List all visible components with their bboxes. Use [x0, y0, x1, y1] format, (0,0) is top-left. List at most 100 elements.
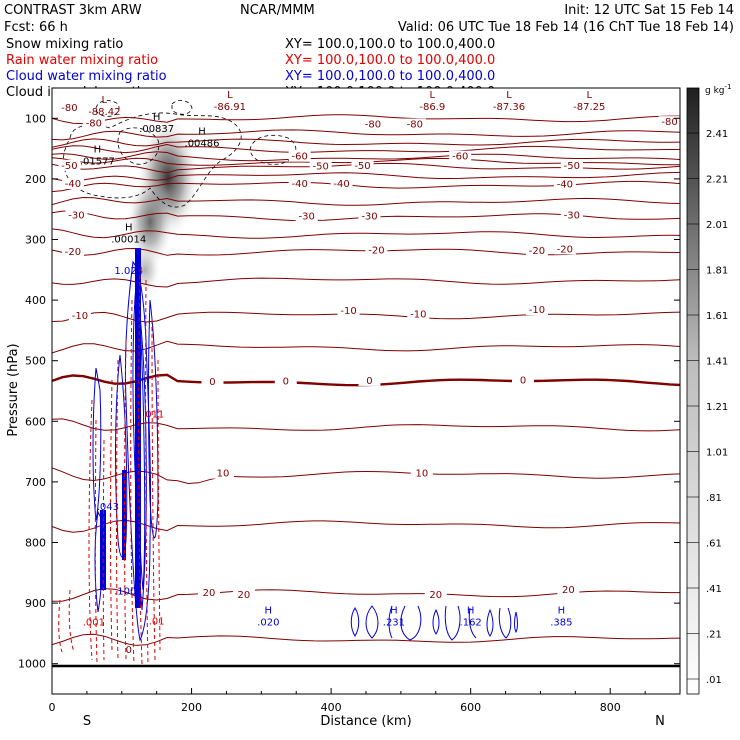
temp-label-bg — [512, 374, 534, 386]
rain-west — [88, 399, 105, 663]
temp-label-bg — [198, 587, 220, 599]
temp-label: 10 — [415, 469, 428, 480]
temp-label-bg — [424, 588, 447, 600]
temp-label-bg — [61, 245, 84, 257]
temp-contour--45 — [52, 171, 680, 182]
header: CONTRAST 3km ARW NCAR/MMM Init: 12 UTC S… — [4, 3, 734, 35]
legend-field-1: Rain water mixing ratio — [6, 53, 158, 68]
temp-label: -80 — [365, 120, 381, 131]
temp-label: 20 — [203, 588, 216, 599]
temp-label: -30 — [564, 210, 580, 221]
cloud-water-east — [148, 299, 159, 539]
rain-core — [130, 267, 161, 665]
temp-label: -80 — [407, 120, 423, 131]
temp-label: -80 — [86, 118, 102, 129]
temp-contour--80 — [52, 114, 680, 125]
extremum-marker: L — [586, 90, 592, 101]
cloud-water-far-west-a — [92, 367, 102, 521]
temp-label-bg — [211, 467, 234, 479]
valid-time: Valid: 06 UTC Tue 18 Feb 14 (16 ChT Tue … — [398, 20, 734, 35]
y-tick-label-400: 400 — [25, 294, 46, 307]
temp-label-bg — [61, 177, 84, 189]
temp-label: -20 — [368, 246, 384, 257]
colorbar-label: 2.21 — [706, 175, 728, 186]
extremum-value: -86.9 — [419, 102, 445, 113]
temp-label-bg — [361, 118, 384, 130]
colorbar-label: 1.21 — [706, 402, 728, 413]
temp-label-bg — [658, 116, 680, 128]
extremum-marker: H — [467, 605, 475, 616]
y-tick-label-600: 600 — [25, 415, 46, 428]
contour-label: .100 — [114, 587, 136, 598]
temp-label: -10 — [340, 306, 356, 317]
contour-label: .043 — [97, 502, 119, 513]
colorbar-label: 1.61 — [706, 311, 728, 322]
legend-xy-1: XY= 100.0,100.0 to 100.0,400.0 — [285, 53, 495, 68]
temp-label: 20 — [429, 590, 442, 601]
x-axis: 0 200 400 600 800 — [49, 688, 646, 714]
colorbar-label: .21 — [706, 630, 722, 641]
contour-label: 0 — [126, 645, 132, 656]
temp-label: -50 — [312, 161, 328, 172]
y-tick-label-900: 900 — [25, 597, 46, 610]
ice-contour-box — [171, 100, 193, 115]
extremum-marker: H — [265, 605, 273, 616]
y-axis-label: Pressure (hPa) — [6, 343, 21, 436]
extremum-value: .00486 — [185, 139, 220, 150]
colorbar: 2.41 2.21 2.01 1.81 1.61 1.41 1.21 1.01 .81 .61 .4… — [686, 83, 731, 695]
temp-label: 0 — [366, 376, 372, 387]
temp-label-bg — [288, 150, 311, 162]
cloud-water-dense — [100, 248, 141, 608]
temp-label-bg — [330, 177, 353, 189]
temp-contour--65 — [52, 143, 680, 154]
temp-label-bg — [358, 374, 381, 386]
colorbar-label: 1.81 — [706, 266, 728, 277]
temp-label: 0 — [209, 377, 215, 388]
temp-label-bg — [232, 588, 255, 600]
forecast-hour: Fcst: 66 h — [4, 20, 68, 35]
legend-xy-0: XY= 100.0,100.0 to 100.0,400.0 — [285, 37, 495, 52]
temp-contour--5 — [52, 340, 680, 354]
x-tick-label-200: 200 — [181, 701, 202, 714]
temp-label-bg — [288, 177, 311, 189]
colorbar-ramp — [686, 87, 700, 695]
temp-label: -20 — [529, 246, 545, 257]
temp-contour--35 — [52, 196, 680, 206]
center-title: NCAR/MMM — [240, 3, 315, 18]
extremum-value: .231 — [383, 617, 405, 628]
temp-contour--60 — [52, 151, 680, 162]
extremum-marker: L — [102, 95, 108, 106]
colorbar-label: .81 — [706, 493, 722, 504]
temp-label: -10 — [72, 311, 88, 322]
temp-label: -40 — [292, 179, 308, 190]
temp-label: -80 — [661, 117, 677, 128]
cloud-water-dense-mid — [122, 470, 126, 560]
temp-label: -30 — [68, 210, 84, 221]
extremum-value: .385 — [550, 617, 572, 628]
temp-label-bg — [449, 150, 472, 162]
legend-xy-2: XY= 100.0,100.0 to 100.0,400.0 — [285, 69, 495, 84]
cloud-water-main-inner — [132, 284, 147, 611]
plot-area: L-88.42L-86.91L-86.9L-87.36L-87.25H.0083… — [52, 90, 680, 668]
x-axis-south: S — [83, 714, 91, 729]
colorbar-label: 1.41 — [706, 357, 728, 368]
temp-contour--15 — [52, 277, 680, 288]
extremum-marker: H — [390, 605, 398, 616]
x-axis-label: Distance (km) — [320, 714, 411, 729]
ice-contour-top — [95, 100, 120, 117]
colorbar-label: 2.41 — [706, 129, 728, 140]
cloud-water-low-layer — [350, 605, 518, 641]
cloud-water-contours — [92, 260, 518, 642]
y-tick-label-1000: 1000 — [18, 658, 46, 671]
temp-label-bg — [525, 245, 548, 257]
colorbar-label: .01 — [706, 675, 722, 686]
x-tick-label-0: 0 — [49, 701, 56, 714]
temp-label: -60 — [452, 152, 468, 163]
temp-label-bg — [68, 310, 91, 322]
temp-label-bg — [201, 376, 224, 388]
temp-label-bg — [351, 159, 374, 171]
cloud-water-dense-core — [135, 248, 141, 608]
colorbar-ticks: 2.41 2.21 2.01 1.81 1.61 1.41 1.21 1.01 .81 .61 .4… — [687, 129, 728, 686]
